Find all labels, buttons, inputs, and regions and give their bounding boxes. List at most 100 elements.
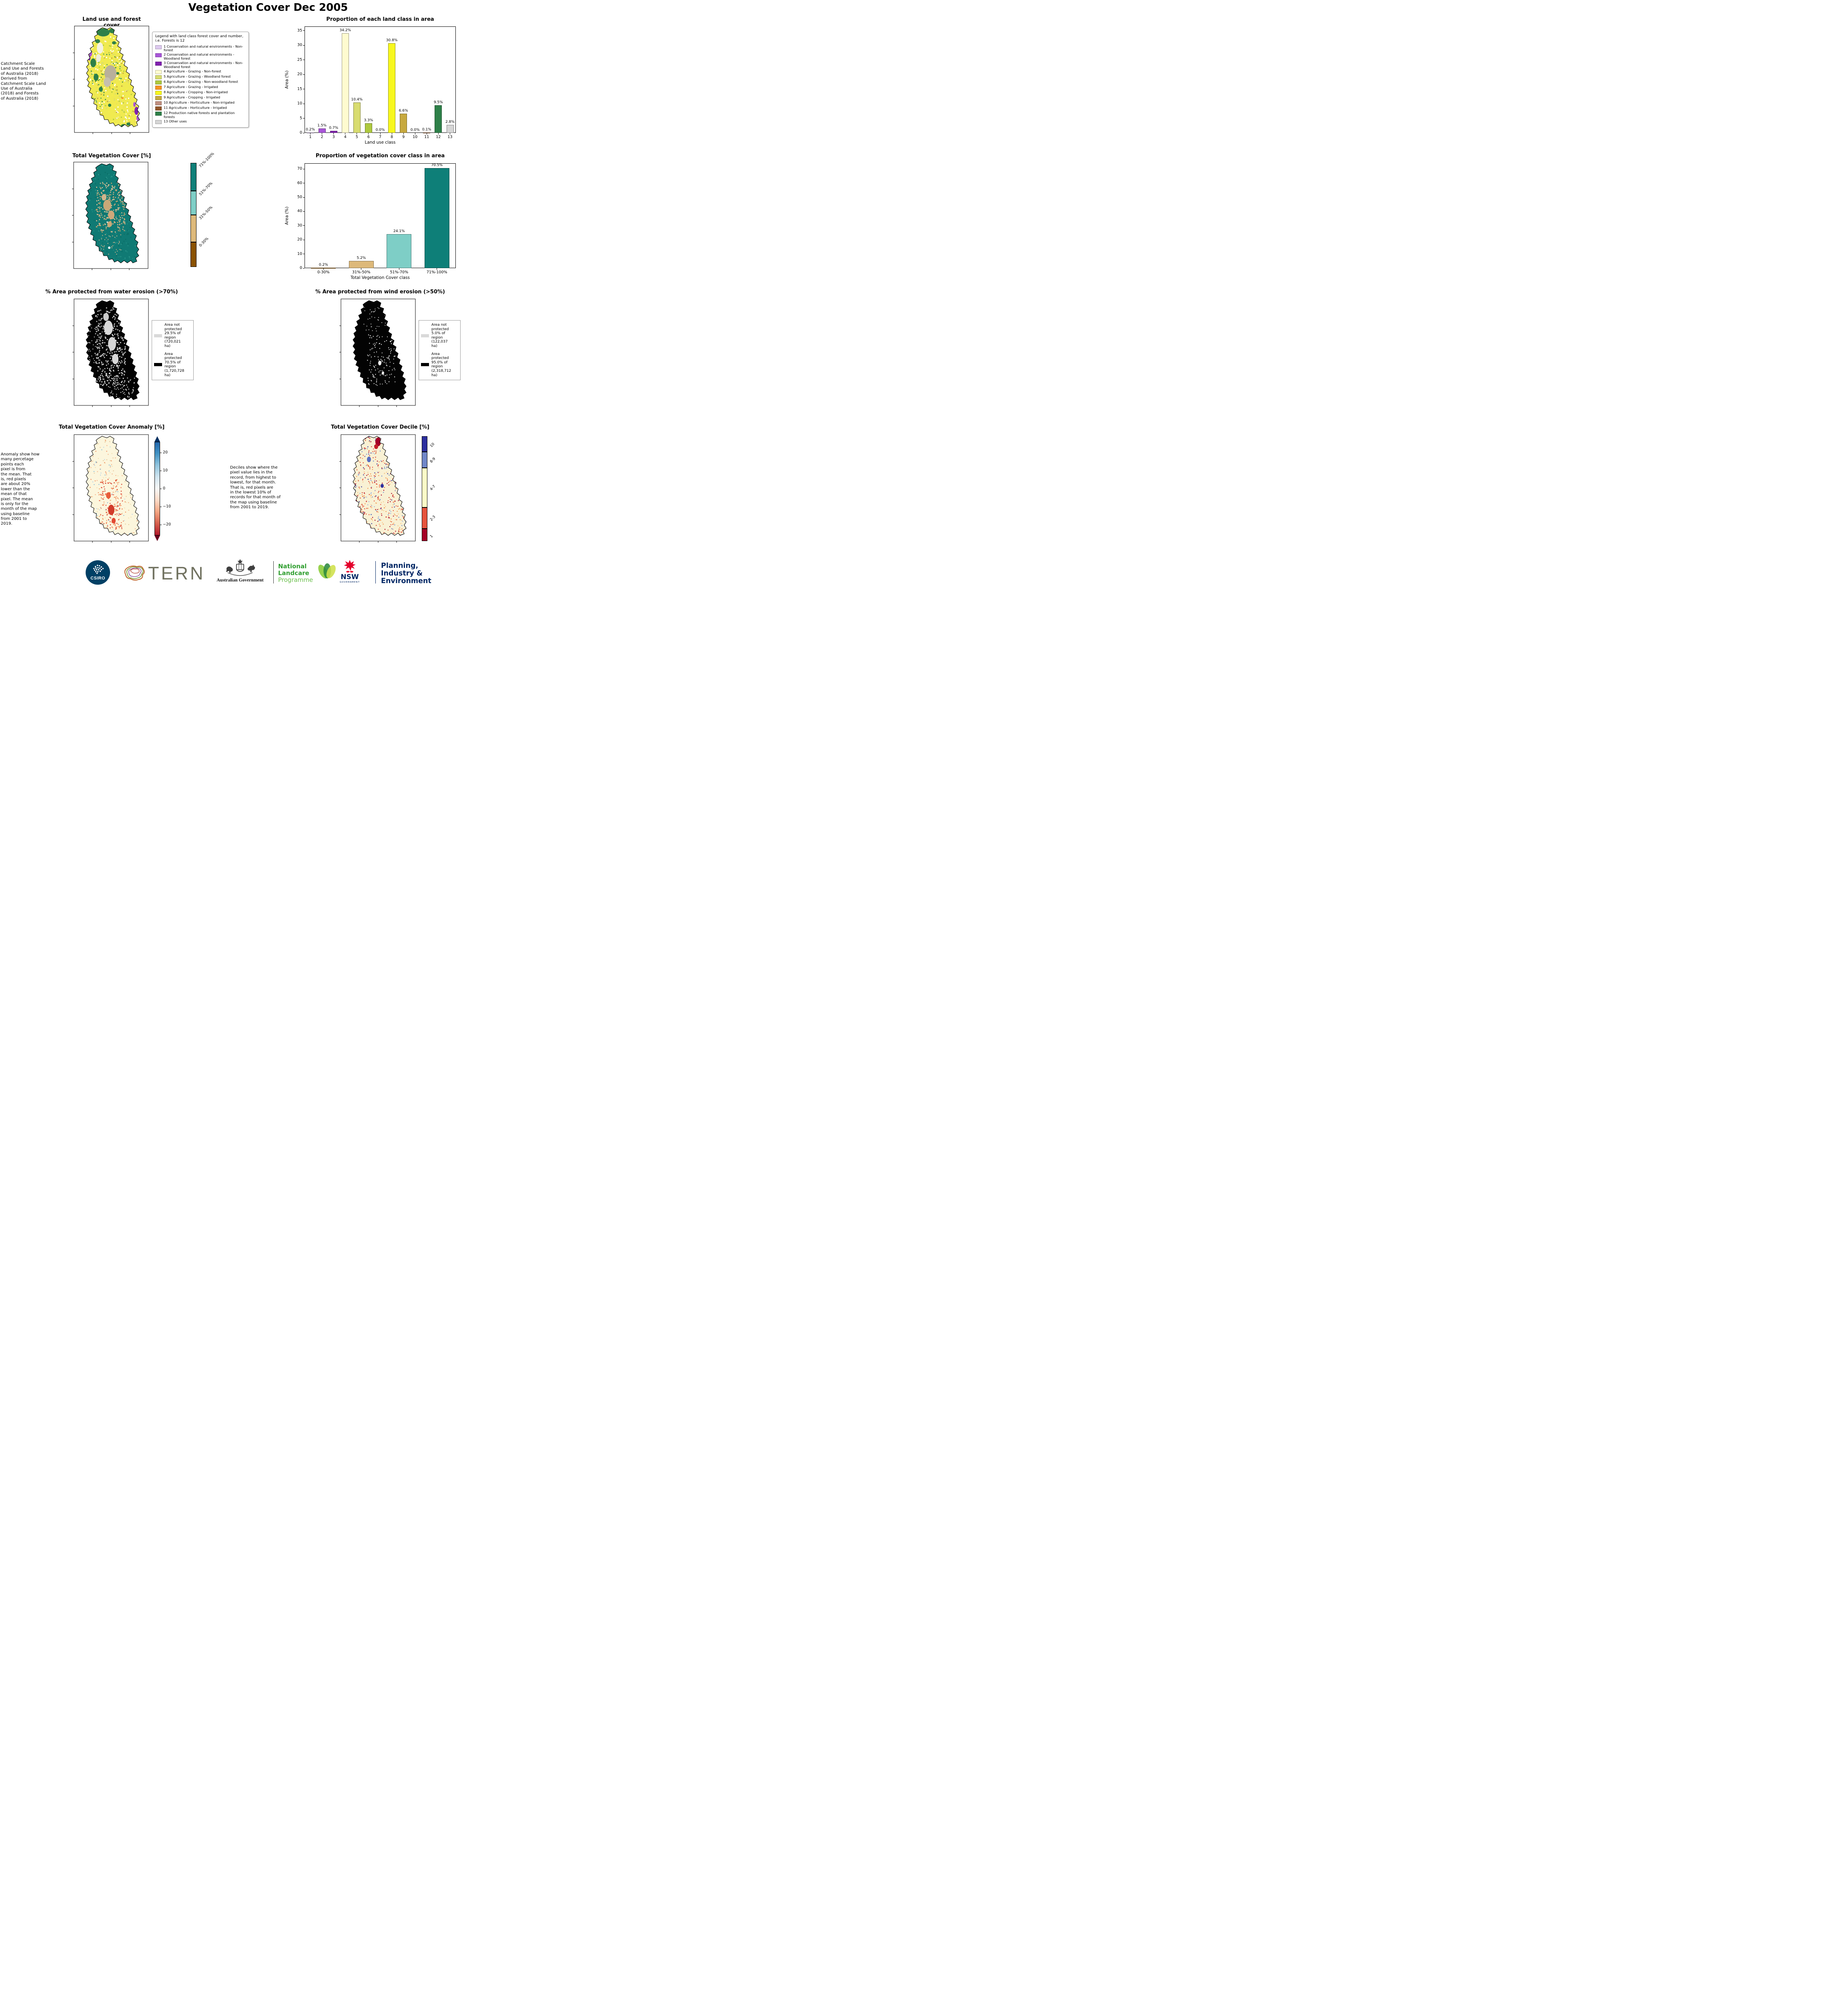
y-tick-label: 30 [297,223,302,228]
y-tick-label: 20 [297,72,302,77]
tern-logo: TERN [120,561,205,584]
bar [387,234,412,268]
x-tick-label: 5 [355,135,358,139]
decile-map [339,434,416,543]
landcare-line-1: National [278,563,307,570]
x-axis-label: Land use class [365,140,396,145]
bar-value-label: 70.5% [431,163,443,168]
decile-colorbar: 10 8-9 4-7 2-3 1 [422,436,436,541]
decile-note: Deciles show where the pixel value lies … [230,465,281,510]
report-page: Vegetation Cover Dec 2005 Land use and f… [0,0,462,611]
catchment-outline [86,27,140,127]
colorbar-tick-label: 20 [163,450,168,455]
legend-swatch [155,62,162,66]
bar [349,261,374,268]
y-tick [303,74,305,75]
y-tick-label: 20 [297,237,302,242]
nsw-sub-label: GOVERNMENT [339,581,360,583]
colorbar-label: 2-3 [429,515,437,522]
vegclass-bar-chart: 0 10 20 30 40 50 60 70 0.2% 0-30% 5.2% 31%-50% 24.1%… [285,163,456,280]
y-tick [303,211,305,212]
legend-swatch [155,86,162,90]
bar [446,124,454,133]
landclass-bar-chart: 0 5 10 15 20 25 30 35 0.2% 1 1.5% 2 0.7% 3 34.2% 4 10.4%… [285,26,456,145]
water-erosion-map [72,299,149,407]
legend-item-3: 3 Conservation and natural environments … [155,61,246,69]
landuse-legend: Legend with land class forest cover and … [152,32,249,128]
landcare-leaves-icon [313,560,339,583]
legend-swatch [155,70,162,74]
wind-erosion-map [339,299,416,407]
colorbar-segment [190,242,196,267]
y-tick-label: 0 [299,130,302,135]
vegclass-chart-title: Proportion of vegetation cover class in … [315,153,445,159]
legend-swatch [155,112,162,116]
catchment-outline [86,300,140,400]
bar-value-label: 10.4% [351,98,363,102]
y-tick-label: 50 [297,195,302,199]
bar [341,33,349,133]
bar [365,123,372,133]
bar-value-label: 0.1% [422,128,431,132]
colorbar-label: 1 [429,534,434,539]
y-tick-label: 60 [297,180,302,185]
erosion-legend-swatch [421,334,429,337]
legend-label: 12 Production native forests and plantat… [164,111,235,119]
legend-label: 13 Other uses [164,119,187,123]
y-tick-label: 25 [297,57,302,62]
water-erosion-title: % Area protected from water erosion (>70… [45,289,178,295]
bar [400,113,407,133]
legend-item-13: 13 Other uses [155,119,246,124]
bar [353,102,361,133]
bar-value-label: 1.5% [317,124,327,128]
anomaly-note: Anomaly show how many percetage points e… [1,452,40,526]
colorbar-label: 31%-50% [198,205,214,221]
ausgov-crest [218,559,262,577]
x-tick-label: 6 [367,135,370,139]
x-tick-label: 10 [413,135,418,139]
colorbar-tick-label: −20 [163,522,171,527]
colorbar-segment [422,452,427,468]
erosion-legend-text: Area not protected 29.5% of region (720,… [164,323,182,349]
colorbar-segment [190,163,196,191]
x-tick-label: 13 [447,135,453,139]
legend-swatch [155,106,162,111]
colorbar-tick-label: −10 [163,504,171,509]
planning-line-3: Environment [381,577,431,585]
catchment-outline [86,436,140,536]
bar-value-label: 3.3% [364,118,373,122]
x-tick-label: 11 [424,135,429,139]
colorbar-label: 0-30% [198,237,210,248]
anomaly-map-title: Total Vegetation Cover Anomaly [%] [58,424,165,430]
y-tick-label: 30 [297,43,302,48]
x-tick [323,268,324,270]
csiro-circle [85,560,110,585]
bar-value-label: 0.0% [375,128,385,132]
plot-area [305,163,456,268]
x-tick-label: 9 [402,135,405,139]
wind-erosion-legend: Area not protected 5.0% of region (122,0… [419,320,461,381]
catchment-outline [353,436,407,536]
legend-label: 7 Agriculture - Grazing - Irrigated [164,85,218,89]
nsw-label: NSW [341,573,359,581]
legend-item-4: 4 Agriculture - Grazing - Non-forest [155,69,246,74]
planning-line-2: Industry & [381,569,423,577]
legend-item-9: 9 Agriculture - Cropping - Irrigated [155,95,246,100]
x-tick-label: 1 [309,135,312,139]
x-tick-label: 7 [379,135,382,139]
landcare-line-2: Landcare [278,569,309,577]
legend-item-7: 7 Agriculture - Grazing - Irrigated [155,85,246,90]
tern-wordmark: TERN [148,563,205,583]
colorbar-segment [422,507,427,529]
x-tick-label: 12 [436,135,441,139]
y-tick-label: 15 [297,86,302,91]
colorbar-label: 8-9 [429,457,437,464]
legend-label: 10 Agriculture - Horticulture - Non-irri… [164,100,235,105]
colorbar-tick-label: 10 [163,468,168,473]
erosion-legend-text: Area protected 70.5% of region (1,720,72… [164,352,184,377]
erosion-legend-entry: Area not protected 5.0% of region (122,0… [421,323,458,349]
legend-label: 3 Conservation and natural environments … [164,61,243,69]
legend-item-8: 8 Agriculture - Cropping - Non-irrigated [155,90,246,95]
legend-swatch [155,75,162,80]
bar-value-label: 9.5% [433,100,443,104]
